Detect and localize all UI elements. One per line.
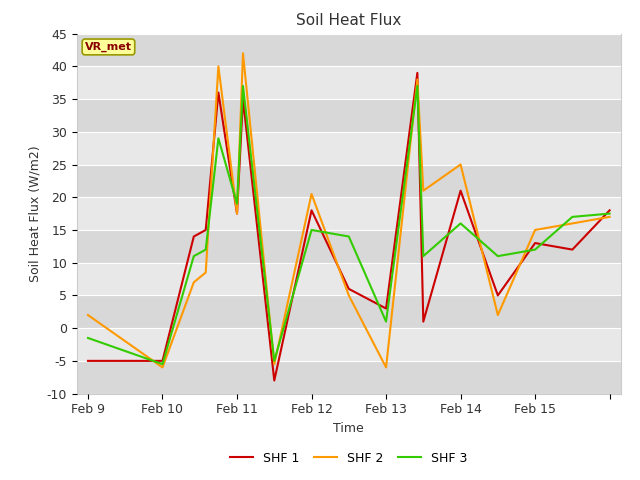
SHF 3 — [308, 227, 316, 233]
SHF 3 — [190, 253, 198, 259]
SHF 1 — [494, 292, 502, 298]
SHF 2 — [84, 312, 92, 318]
Bar — [77, 295, 621, 328]
SHF 2 — [202, 270, 209, 276]
SHF 2 — [606, 214, 614, 220]
SHF 1 — [271, 378, 278, 384]
Line: SHF 1: SHF 1 — [88, 73, 610, 381]
SHF 1 — [531, 240, 539, 246]
SHF 2 — [419, 188, 427, 193]
SHF 2 — [494, 312, 502, 318]
SHF 3 — [382, 319, 390, 324]
SHF 2 — [308, 191, 316, 197]
SHF 2 — [413, 76, 421, 82]
SHF 2 — [568, 220, 576, 226]
SHF 3 — [271, 358, 278, 364]
SHF 3 — [606, 211, 614, 216]
SHF 2 — [382, 364, 390, 370]
Bar — [77, 132, 621, 165]
SHF 1 — [214, 90, 222, 96]
Bar — [77, 361, 621, 394]
Bar — [77, 165, 621, 197]
Text: VR_met: VR_met — [85, 42, 132, 52]
X-axis label: Time: Time — [333, 422, 364, 435]
Title: Soil Heat Flux: Soil Heat Flux — [296, 13, 401, 28]
Bar — [77, 66, 621, 99]
SHF 1 — [239, 96, 247, 102]
SHF 1 — [568, 247, 576, 252]
SHF 1 — [233, 211, 241, 216]
Bar — [77, 99, 621, 132]
SHF 3 — [531, 247, 539, 252]
SHF 3 — [494, 253, 502, 259]
SHF 2 — [345, 292, 353, 298]
Bar — [77, 34, 621, 66]
SHF 3 — [159, 361, 166, 367]
Y-axis label: Soil Heat Flux (W/m2): Soil Heat Flux (W/m2) — [28, 145, 41, 282]
Line: SHF 2: SHF 2 — [88, 53, 610, 367]
SHF 3 — [239, 83, 247, 89]
SHF 2 — [239, 50, 247, 56]
SHF 2 — [190, 279, 198, 285]
Bar — [77, 230, 621, 263]
SHF 1 — [308, 207, 316, 213]
Bar — [77, 197, 621, 230]
Bar — [77, 263, 621, 295]
SHF 3 — [202, 247, 209, 252]
SHF 3 — [214, 135, 222, 141]
SHF 2 — [214, 63, 222, 69]
SHF 1 — [190, 234, 198, 240]
SHF 1 — [413, 70, 421, 76]
SHF 3 — [568, 214, 576, 220]
SHF 3 — [457, 220, 465, 226]
SHF 1 — [606, 207, 614, 213]
SHF 2 — [271, 361, 278, 367]
SHF 2 — [531, 227, 539, 233]
Line: SHF 3: SHF 3 — [88, 86, 610, 364]
SHF 1 — [84, 358, 92, 364]
SHF 1 — [202, 227, 209, 233]
SHF 3 — [419, 253, 427, 259]
SHF 3 — [413, 83, 421, 89]
Bar — [77, 328, 621, 361]
SHF 1 — [457, 188, 465, 193]
SHF 1 — [419, 319, 427, 324]
SHF 1 — [382, 306, 390, 312]
SHF 3 — [345, 234, 353, 240]
SHF 1 — [345, 286, 353, 292]
SHF 2 — [159, 364, 166, 370]
SHF 3 — [233, 201, 241, 207]
SHF 2 — [457, 162, 465, 168]
SHF 2 — [233, 211, 241, 216]
SHF 3 — [84, 335, 92, 341]
SHF 1 — [159, 358, 166, 364]
Legend: SHF 1, SHF 2, SHF 3: SHF 1, SHF 2, SHF 3 — [225, 447, 472, 469]
